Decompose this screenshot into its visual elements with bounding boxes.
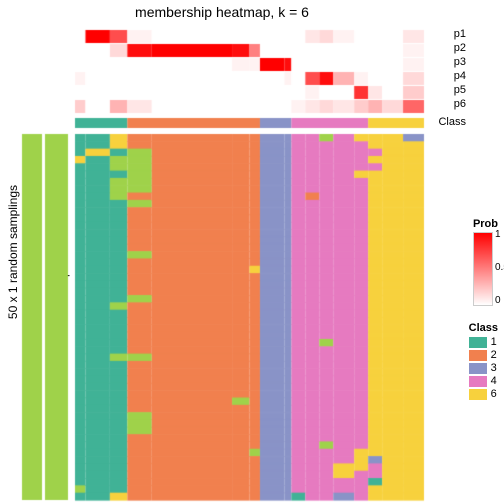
- heatmap-canvas: [0, 0, 504, 504]
- class-legend-item: 2: [469, 349, 498, 361]
- prob-colorbar: [473, 232, 493, 306]
- class-label: 2: [491, 349, 497, 361]
- class-label: 3: [491, 362, 497, 374]
- row-label: p4: [454, 71, 466, 82]
- class-swatch: [469, 363, 487, 374]
- class-label: 6: [491, 388, 497, 400]
- class-swatch: [469, 376, 487, 387]
- class-legend-item: 4: [469, 375, 498, 387]
- class-legend: Class 12346: [469, 322, 498, 401]
- class-legend-item: 1: [469, 336, 498, 348]
- row-label: p1: [454, 29, 466, 40]
- class-swatch: [469, 337, 487, 348]
- prob-legend: Prob 1 0.5 0: [473, 218, 498, 306]
- row-label: p2: [454, 43, 466, 54]
- row-label: p6: [454, 99, 466, 110]
- class-label: 1: [491, 336, 497, 348]
- class-legend-item: 3: [469, 362, 498, 374]
- class-swatch: [469, 350, 487, 361]
- class-legend-item: 6: [469, 388, 498, 400]
- row-label: p5: [454, 85, 466, 96]
- row-label: p3: [454, 57, 466, 68]
- row-label: Class: [438, 117, 466, 128]
- class-swatch: [469, 389, 487, 400]
- class-label: 4: [491, 375, 497, 387]
